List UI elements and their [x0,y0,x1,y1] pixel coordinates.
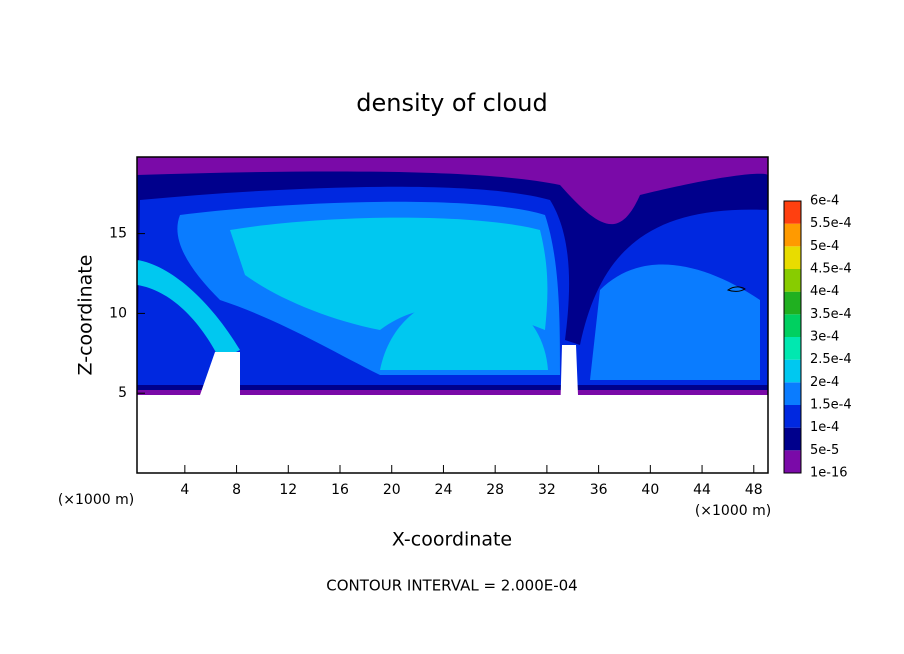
colorbar-label: 3e-4 [810,330,839,345]
x-unit-label: (×1000 m) [58,492,134,508]
y-tick-label: 5 [118,385,127,401]
colorbar-segment [784,450,801,473]
x-tick-label: 40 [641,482,659,498]
colorbar-segment [784,291,801,315]
colorbar-segment [784,223,801,247]
plot-frame [136,156,769,474]
x-tick-label: 36 [590,482,608,498]
contour-field [137,157,768,473]
x-tick-label: 20 [383,482,401,498]
x-tick-label: 4 [180,482,189,498]
colorbar-label: 3.5e-4 [810,307,852,322]
y-tick-label: 10 [109,305,127,321]
colorbar-segment [784,201,801,224]
colorbar-label: 5.5e-4 [810,216,852,231]
x-tick-label: 16 [331,482,349,498]
colorbar-label: 4e-4 [810,284,839,299]
colorbar-segment [784,405,801,428]
colorbar-label: 2e-4 [810,375,839,390]
colorbar-label: 6e-4 [810,194,839,209]
colorbar-label: 5e-4 [810,239,839,254]
colorbar-label: 1.5e-4 [810,398,852,413]
colorbar-segment [784,269,801,292]
chart-title: density of cloud [356,89,547,117]
x-tick-label: 48 [745,482,763,498]
x-axis-label: X-coordinate [392,529,512,551]
colorbar-segment [784,427,801,451]
footer-note: CONTOUR INTERVAL = 2.000E-04 [326,577,577,595]
colorbar-label: 1e-4 [810,420,839,435]
y-tick-label: 15 [109,226,127,242]
x-tick-label: 32 [538,482,556,498]
colorbar-segment [784,246,801,269]
colorbar-label: 4.5e-4 [810,262,852,277]
x-tick-label: 24 [435,482,453,498]
colorbar-label: 2.5e-4 [810,352,852,367]
colorbar-segment [784,382,801,405]
x-tick-label: 44 [693,482,711,498]
x-tick-label: 12 [279,482,297,498]
colorbar-frame [783,200,802,474]
colorbar-segment [784,314,801,337]
x-unit-label: (×1000 m) [695,503,771,519]
colorbar-segment [784,337,801,360]
colorbar-segment [784,359,801,383]
x-tick-label: 28 [486,482,504,498]
y-axis-label: Z-coordinate [75,255,97,376]
colorbar-label: 5e-5 [810,443,839,458]
colorbar-label: 1e-16 [810,466,848,481]
x-tick-label: 8 [232,482,241,498]
